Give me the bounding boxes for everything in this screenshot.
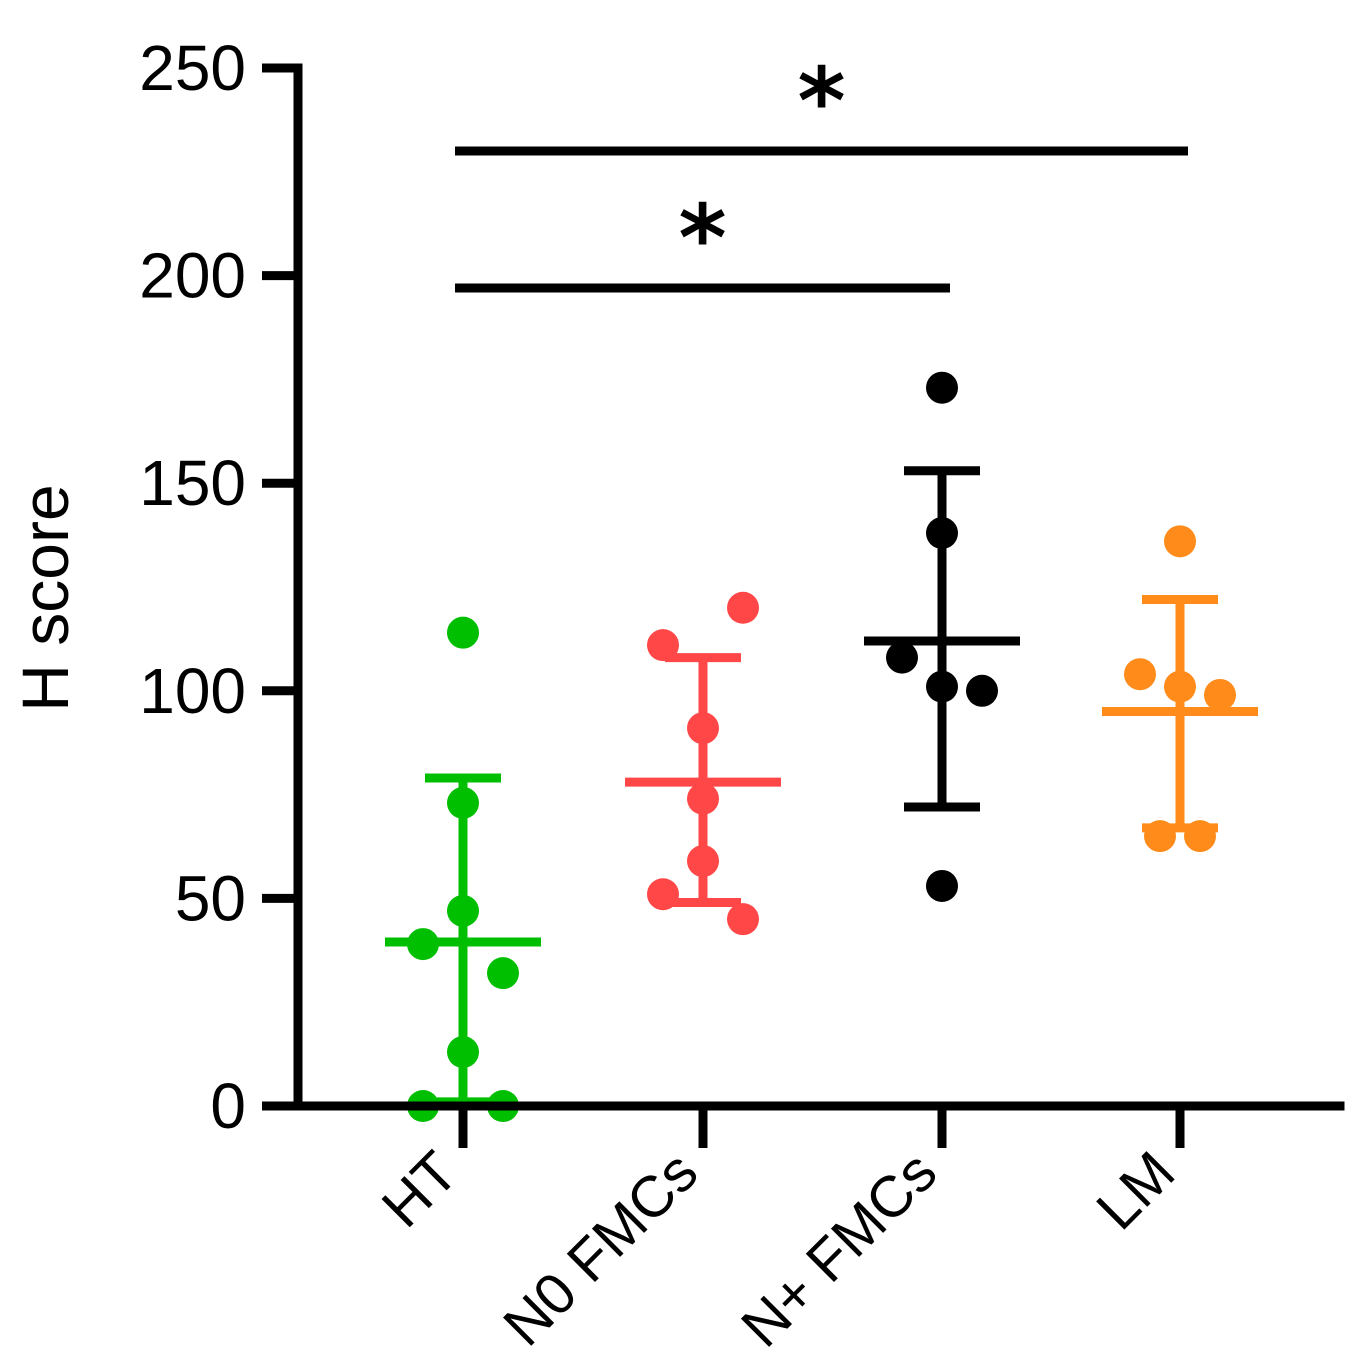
data-point	[886, 641, 918, 674]
data-point	[966, 674, 998, 707]
data-point	[1164, 525, 1196, 558]
x-tick-label: HT	[370, 1139, 471, 1240]
data-point	[687, 712, 719, 745]
data-point	[926, 371, 958, 404]
data-point	[1204, 678, 1236, 711]
y-tick-label: 200	[139, 240, 246, 312]
data-point	[647, 629, 679, 662]
data-point	[727, 591, 759, 624]
data-point	[727, 903, 759, 936]
data-point	[447, 616, 479, 649]
data-point	[407, 928, 439, 961]
data-point	[487, 957, 519, 990]
data-point	[687, 845, 719, 878]
significance-star: *	[678, 185, 726, 292]
y-tick-label: 250	[139, 32, 246, 104]
data-point	[647, 878, 679, 911]
points-layer	[407, 371, 1236, 1122]
data-point	[926, 670, 958, 703]
y-ticks: 0 50 100 150 200 250	[139, 32, 298, 1142]
significance-star: *	[797, 48, 845, 155]
data-point	[926, 517, 958, 550]
data-point	[447, 1036, 479, 1069]
data-point	[1164, 670, 1196, 703]
data-point	[1124, 658, 1156, 691]
y-tick-label: 0	[210, 1070, 246, 1142]
x-tick-label: LM	[1084, 1139, 1187, 1242]
annotations-layer: **	[455, 48, 1188, 293]
data-point	[687, 782, 719, 815]
y-tick-label: 50	[175, 862, 246, 934]
x-tick-label: N+ FMCs	[729, 1139, 949, 1359]
data-point	[447, 786, 479, 819]
data-point	[1144, 820, 1176, 853]
y-axis-title: H score	[8, 484, 82, 711]
x-ticks: HT N0 FMCs N+ FMCs LM	[370, 1106, 1187, 1359]
y-tick-label: 150	[139, 447, 246, 519]
y-tick-label: 100	[139, 655, 246, 727]
errorbar-layer	[385, 466, 1258, 1107]
data-point	[447, 894, 479, 927]
x-tick-label: N0 FMCs	[491, 1139, 710, 1358]
data-point	[1184, 820, 1216, 853]
data-point	[926, 869, 958, 902]
axes-layer: 0 50 100 150 200 250 HT N0 FMCs N+ FMCs LM	[139, 32, 1345, 1359]
